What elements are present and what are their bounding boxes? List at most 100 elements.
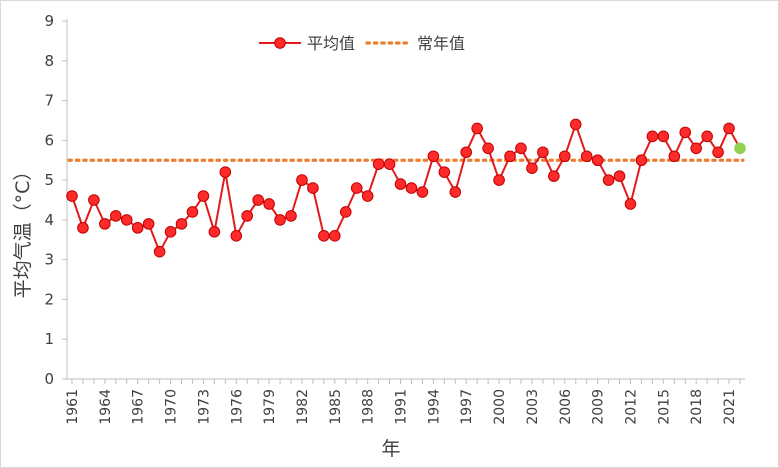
data-point — [66, 190, 78, 202]
data-point — [646, 130, 659, 143]
y-tick-label: 0 — [44, 370, 54, 388]
data-point — [307, 182, 319, 194]
data-point — [515, 142, 527, 155]
y-axis-title: 平均气温（°C） — [12, 162, 34, 299]
x-tick-label: 1976 — [229, 389, 245, 425]
x-tick-label: 1991 — [394, 389, 410, 425]
x-tick-label: 1997 — [459, 389, 475, 425]
data-point — [460, 146, 473, 159]
y-tick-label: 9 — [44, 12, 54, 30]
x-tick-label: 2021 — [722, 389, 738, 425]
x-tick-label: 2006 — [558, 389, 574, 425]
data-point — [504, 150, 516, 163]
data-point — [197, 190, 210, 202]
y-tick-label: 8 — [44, 52, 54, 70]
x-tick-label: 1961 — [65, 389, 81, 425]
data-point — [372, 158, 385, 170]
data-point — [110, 210, 122, 222]
legend-label-mean: 平均值 — [307, 34, 355, 53]
x-tick-label: 1979 — [262, 389, 278, 425]
data-point — [416, 186, 429, 198]
x-tick-label: 1973 — [196, 389, 212, 425]
data-point — [482, 142, 494, 155]
data-point — [471, 122, 483, 135]
data-point — [548, 170, 560, 182]
series-group — [66, 118, 746, 258]
data-point — [537, 146, 549, 159]
data-point — [219, 166, 232, 178]
data-point — [153, 245, 166, 258]
legend-label-normal: 常年值 — [417, 34, 465, 53]
x-axis-title: 年 — [381, 438, 400, 460]
data-point — [383, 158, 396, 170]
data-point — [263, 198, 275, 210]
data-point — [350, 182, 363, 194]
data-point — [438, 166, 451, 178]
x-tick-label: 2012 — [623, 389, 639, 425]
data-point-latest — [734, 142, 746, 155]
data-point — [99, 218, 111, 230]
data-point — [186, 206, 199, 218]
x-tick-label: 2018 — [689, 389, 705, 425]
data-point — [635, 154, 648, 167]
data-point — [208, 226, 221, 238]
data-point — [318, 230, 330, 242]
data-point — [142, 218, 155, 230]
data-point — [602, 174, 615, 186]
data-point — [613, 170, 626, 182]
data-point — [657, 130, 670, 143]
y-tick-label: 7 — [44, 92, 54, 110]
data-point — [405, 182, 418, 194]
data-point — [668, 150, 681, 163]
data-point — [427, 150, 440, 163]
data-point — [449, 186, 462, 198]
data-point — [285, 210, 297, 222]
data-point — [679, 126, 692, 139]
data-point — [701, 130, 713, 143]
x-tick-label: 2009 — [591, 389, 607, 425]
data-point — [569, 118, 582, 131]
data-point — [723, 122, 735, 135]
x-tick-label: 1994 — [426, 389, 442, 425]
x-tick-label: 1967 — [131, 389, 147, 425]
data-point — [339, 206, 352, 218]
axes: 0 1 2 3 4 5 6 7 8 9 1961 1964 1967 1970 1973 1976 1979 19… — [44, 12, 745, 425]
data-point — [120, 214, 133, 226]
data-point — [361, 190, 374, 202]
legend: 平均值 常年值 — [259, 34, 465, 53]
data-point — [164, 226, 177, 238]
data-point — [493, 174, 505, 186]
data-point — [712, 146, 724, 159]
x-tick-label: 2003 — [525, 389, 541, 425]
data-point — [329, 230, 341, 242]
x-tick-label: 1985 — [328, 389, 344, 425]
data-point — [591, 154, 604, 167]
y-tick-label: 1 — [44, 330, 54, 348]
y-tick-label: 3 — [44, 251, 54, 269]
data-point — [230, 230, 243, 242]
data-point — [690, 142, 702, 155]
x-tick-label: 1982 — [295, 389, 311, 425]
data-point — [77, 222, 89, 234]
data-point — [526, 162, 538, 174]
data-point — [241, 210, 254, 222]
x-tick-label: 2015 — [656, 389, 672, 425]
x-tick-label: 2000 — [492, 389, 508, 425]
x-tick-label: 1988 — [361, 389, 377, 425]
data-point — [580, 150, 593, 163]
data-point — [88, 194, 100, 206]
y-tick-label: 5 — [44, 171, 54, 189]
y-tick-label: 4 — [44, 211, 54, 229]
data-point — [252, 194, 264, 206]
data-point — [274, 214, 286, 226]
data-point — [131, 222, 144, 234]
x-tick-label: 1970 — [164, 389, 180, 425]
data-point — [558, 150, 571, 163]
data-point — [394, 178, 407, 190]
legend-marker-mean — [274, 37, 286, 49]
x-tick-label: 1964 — [98, 389, 114, 425]
y-tick-label: 2 — [44, 290, 54, 308]
y-tick-label: 6 — [44, 131, 54, 149]
